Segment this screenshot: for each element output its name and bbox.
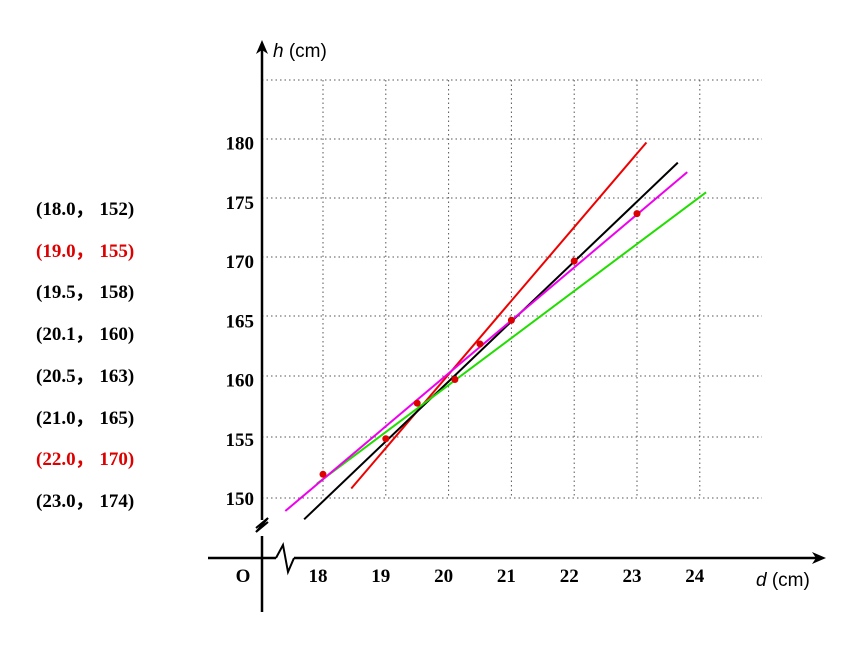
x-tick-label: 24 [685,566,705,587]
fit-line [316,191,707,485]
y-tick-label: 160 [226,371,255,392]
x-axis-break [275,542,295,576]
y-tick-label: 150 [226,489,255,510]
data-point [476,340,484,348]
y-tick-label: 175 [226,193,255,214]
x-tick-label: 22 [560,566,579,587]
y-axis-arrow [256,40,268,54]
point-label: (19.0， 155) [36,240,135,262]
point-label: (18.0， 152) [36,199,135,220]
fit-line [350,141,648,490]
point-label: (20.5， 163) [36,365,135,387]
point-label: (23.0， 174) [36,490,135,512]
y-tick-label: 165 [226,311,255,332]
x-axis-label: d (cm) [756,570,810,591]
data-point [451,376,459,383]
x-tick-label: 21 [497,566,516,587]
y-axis-label: h (cm) [273,41,327,62]
y-tick-label: 180 [226,134,255,155]
data-point [319,470,327,478]
x-tick-label: 18 [309,566,328,587]
x-axis-arrow [812,552,826,564]
data-point [413,399,421,407]
x-tick-label: 19 [371,566,390,587]
y-axis-break [255,517,269,533]
x-tick-label: 20 [434,566,453,587]
point-label: (22.0， 170) [36,449,135,471]
data-point [570,257,578,265]
origin-label: O [236,566,251,587]
point-label: (19.5， 158) [36,282,135,304]
fit-line [284,171,688,512]
fit-line [303,161,679,521]
data-point [507,316,515,324]
y-tick-label: 155 [226,430,255,451]
y-tick-label: 170 [226,252,255,273]
point-label: (21.0， 165) [36,407,135,429]
point-label: (20.1， 160) [36,324,135,346]
data-point [382,435,390,443]
data-point [633,210,641,218]
x-tick-label: 23 [623,566,642,587]
